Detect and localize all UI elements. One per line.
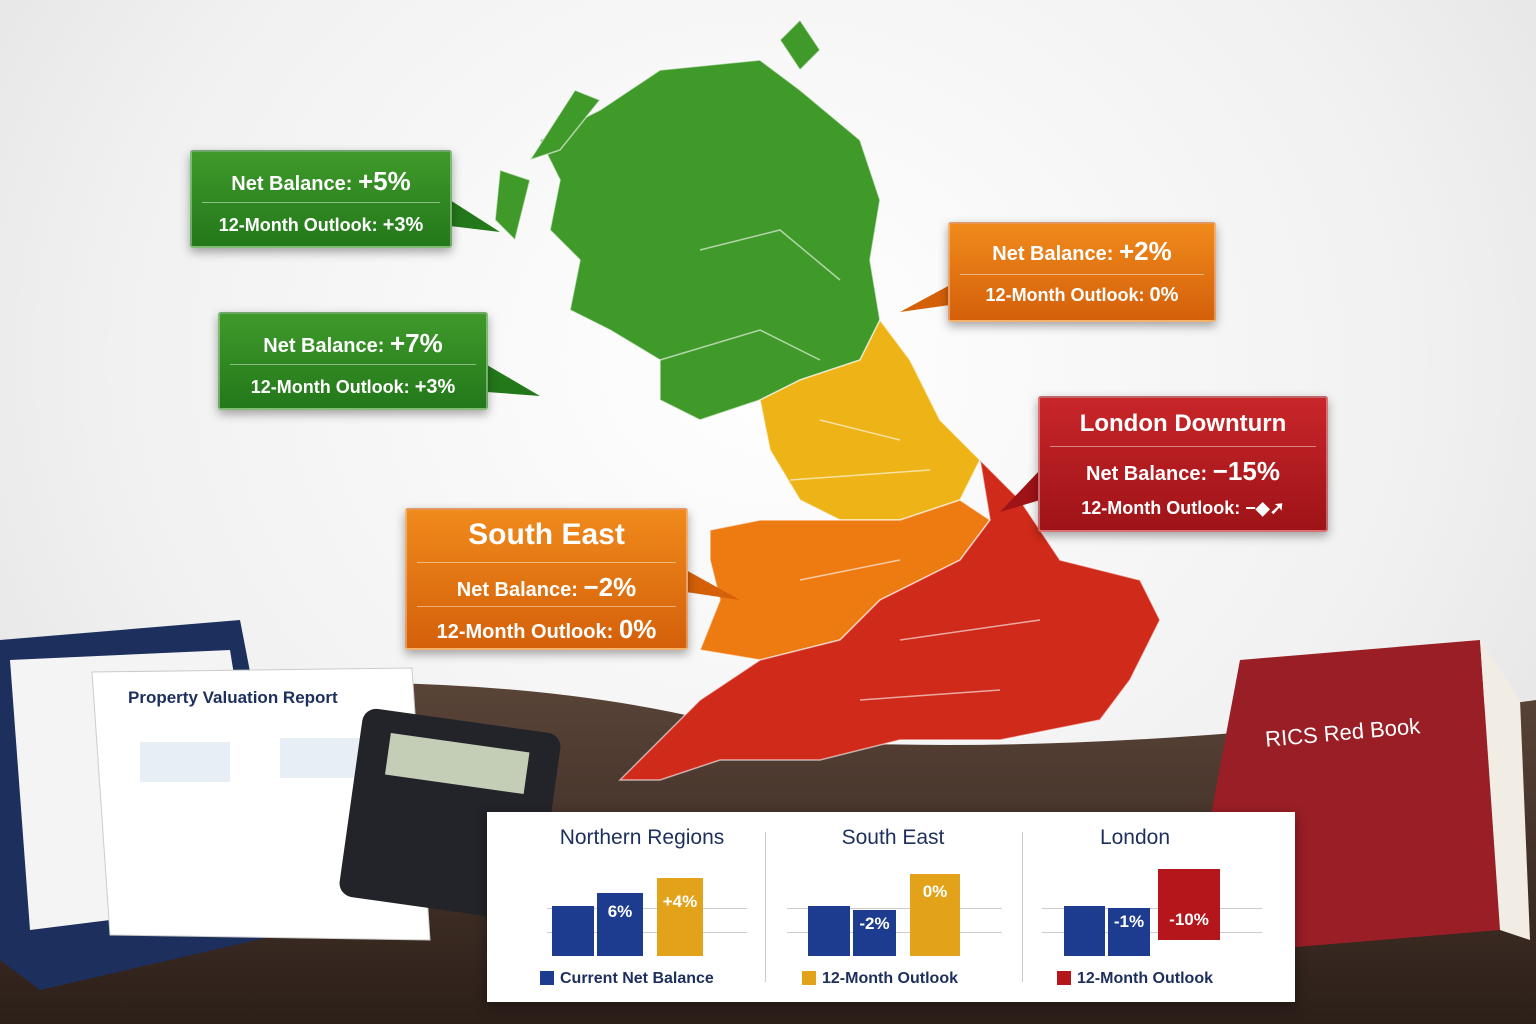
value: −2% [583,572,637,602]
value: +2% [1118,236,1172,266]
bar [552,906,594,956]
bar [1108,908,1150,956]
legend-item: 12-Month Outlook [1057,970,1213,988]
callout-tail [450,200,500,232]
bar-label: -2% [859,914,890,933]
grid-line [787,908,1002,909]
callout-title: South East [468,518,625,551]
value: +3% [382,214,424,236]
label: 12-Month Outlook: [436,621,614,643]
section-title: London [1099,826,1171,849]
summary-panel: Northern Regions 6% +4% Current Net Bala… [487,812,1295,1002]
divider [1050,446,1316,447]
callout-net: Net Balance: +5% [192,166,450,197]
value: +5% [357,166,411,196]
bar-label: +4% [662,892,698,911]
book-pages [1480,640,1530,940]
region-borders [659,229,1041,701]
divider [202,202,440,203]
callout-outlook: 12-Month Outlook: +3% [192,214,450,237]
label: Net Balance: [992,243,1114,265]
bar-label: 0% [922,882,948,901]
callout-title: London Downturn [1079,410,1287,437]
value: −15% [1212,456,1280,486]
divider [960,274,1204,275]
bar [1064,906,1105,956]
callout-net: Net Balance: −2% [407,572,686,603]
callout: Net Balance: +2% 12-Month Outlook: 0% [948,222,1216,322]
callout: London Downturn Net Balance: −15% 12-Mon… [1038,396,1328,532]
documents [0,620,1530,990]
callout-tail [686,570,740,600]
label: 12-Month Outlook: [218,215,378,235]
label: Net Balance: [263,335,385,357]
callout-net: Net Balance: +2% [950,236,1214,267]
islands [494,18,821,242]
label: 12-Month Outlook: [985,285,1145,305]
value: 0% [1149,284,1179,306]
bar [853,910,896,956]
legend-label: 12-Month Outlook [822,970,958,987]
callout-net: Net Balance: −15% [1040,456,1326,487]
divider [1022,832,1023,982]
callout-outlook: 12-Month Outlook: 0% [950,284,1214,307]
label: Net Balance: [456,579,578,601]
value: +3% [414,376,456,398]
report-chart [140,742,230,782]
divider [765,832,766,982]
bar [597,893,643,956]
region-south-east [618,457,1161,781]
bar [910,874,960,956]
grid-line [547,908,747,909]
bar [808,906,850,956]
section-title: Northern Regions [559,826,725,849]
label: 12-Month Outlook: [250,377,410,397]
callout-tail [1000,470,1040,512]
legend-label: Current Net Balance [560,970,714,987]
divider [230,364,476,365]
grid-line [547,932,747,933]
callout: South East Net Balance: −2% 12-Month Out… [405,508,688,650]
bar [657,878,703,956]
callout-tail [900,285,950,312]
callout-outlook: 12-Month Outlook: +3% [220,376,486,399]
label: Net Balance: [1086,463,1208,485]
grid-line [1042,908,1262,909]
callout-outlook: 12-Month Outlook: −◆➚ [1040,498,1326,519]
callout-tail [487,365,540,396]
value: +7% [389,328,443,358]
label: 12-Month Outlook: [1081,498,1241,518]
divider [417,562,676,563]
section-title: South East [841,826,945,849]
legend-item: Current Net Balance [540,970,714,988]
bar-label: -10% [1169,910,1209,929]
divider [417,606,676,607]
bar-label: 6% [607,902,633,921]
label: Net Balance: [231,173,353,195]
callout-outlook: 12-Month Outlook: 0% [407,614,686,645]
value: 0% [618,614,657,644]
callout: Net Balance: +5% 12-Month Outlook: +3% [190,150,452,248]
legend-item: 12-Month Outlook [802,970,958,988]
callout: Net Balance: +7% 12-Month Outlook: +3% [218,312,488,410]
grid-line [1042,932,1262,933]
legend-label: 12-Month Outlook [1077,970,1213,987]
region-scotland [538,59,881,421]
uk-map [494,18,1161,781]
calculator-screen [384,732,530,795]
report-title: Property Valuation Report [128,688,338,707]
bar [1158,869,1220,940]
bar-label: -1% [1113,912,1145,931]
arrow-icon: −◆➚ [1245,498,1285,518]
callout-net: Net Balance: +7% [220,328,486,359]
